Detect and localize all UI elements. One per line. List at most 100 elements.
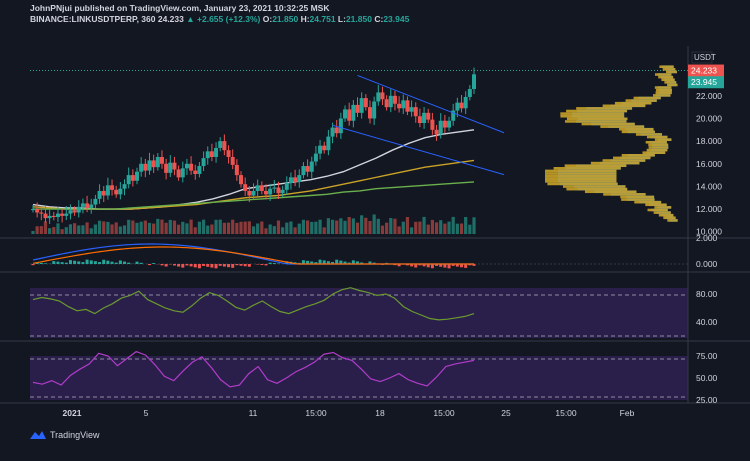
macd-histogram-bar [314,262,318,264]
high-label: H: [300,14,310,24]
macd-histogram-bar [351,260,355,264]
time-axis-label: 5 [144,408,149,418]
volume-bar [48,228,52,234]
macd-histogram-bar [60,262,64,264]
candle-body [143,163,148,171]
candle-body [243,184,248,191]
volume-profile-bar [560,112,625,115]
open-label: O: [262,14,273,24]
macd-histogram-bar [260,264,264,265]
price-tick-label: 12.000 [696,204,722,214]
macd-histogram-bar [318,259,322,264]
macd-histogram-bar [127,262,131,264]
volume-bar [118,226,122,234]
candle-body [309,161,314,172]
macd-histogram-bar [418,264,422,266]
time-axis-label: 2021 [63,408,82,418]
volume-profile-bar [653,94,671,97]
macd-histogram-bar [185,264,189,266]
macd-histogram-bar [435,264,439,266]
candle-body [293,177,298,182]
macd-histogram-bar [397,264,401,267]
volume-bar [189,219,193,234]
volume-bar [285,222,289,234]
volume-bar [455,223,459,234]
candle-body [430,119,435,130]
candle-body [472,74,476,90]
volume-bar [339,218,343,234]
candle-body [60,213,65,216]
volume-bar [56,223,60,234]
candle-body [89,204,94,208]
candle-body [39,212,44,214]
candle-body [343,109,348,119]
candle-body [72,210,77,213]
volume-bar [39,226,43,234]
macd-histogram-bar [301,260,305,264]
macd-histogram-bar [405,264,409,266]
candle-body [459,102,464,109]
close-value: 23.945 [383,14,410,24]
candle-body [313,153,318,162]
macd-histogram-bar [343,261,347,264]
volume-profile-bar [647,208,668,212]
volume-profile-bar [664,81,677,84]
candle-body [322,145,327,151]
volume-bar [89,228,93,234]
high-value: 24.751 [309,14,336,24]
candle-body [318,145,323,154]
volume-bar [343,220,347,234]
volume-bar [376,218,380,234]
macd-histogram-bar [43,263,47,264]
tradingview-footer[interactable]: TradingView [30,430,100,440]
candle-body [184,163,189,169]
price-tick-label: 20.000 [696,113,722,123]
volume-profile-bar [663,216,676,220]
volume-bar [185,223,189,234]
macd-histogram-bar [85,259,89,264]
candle-body [135,171,140,181]
candle-body [122,184,127,189]
volume-bar [355,222,360,234]
symbol-name[interactable]: BINANCE:LINKUSDTPERP, 360 [30,14,156,24]
volume-bar [247,221,251,234]
volume-bar [172,220,177,234]
volume-bar [226,222,231,234]
macd-scale-label: 0.000 [696,259,718,269]
candle-body [268,188,273,195]
volume-bar [289,221,293,234]
volume-bar [260,221,264,234]
rsi-line [32,287,475,321]
last-price: 24.233 [157,14,184,24]
volume-bar [434,222,439,234]
macd-histogram-bar [56,261,60,264]
low-value: 21.850 [345,14,372,24]
macd-histogram-bar [447,264,451,269]
close-price-tag-text: 23.945 [691,77,717,87]
candle-body [426,112,431,120]
volume-profile-bar [621,153,655,157]
volume-bar [214,219,218,234]
candle-body [114,189,119,195]
volume-bar [235,222,239,234]
macd-histogram-bar [331,262,335,264]
candle-body [239,175,244,185]
volume-profile-bar [545,174,617,178]
candle-body [230,156,235,165]
macd-histogram-bar [356,261,360,264]
macd-histogram-bar [339,260,343,264]
volume-bar [164,222,168,234]
macd-histogram-bar [422,264,426,267]
macd-histogram-bar [102,259,106,264]
volume-profile-bar [620,195,655,199]
volume-profile-bar [642,151,666,154]
volume-profile-bar [621,198,655,201]
volume-bar [301,219,306,234]
volume-profile-bar [602,159,646,162]
candle-body [334,127,339,134]
candle-body [297,175,302,182]
volume-bar [293,227,297,234]
macd-histogram-bar [197,264,201,269]
last-price-tag-text: 24.233 [691,66,717,76]
